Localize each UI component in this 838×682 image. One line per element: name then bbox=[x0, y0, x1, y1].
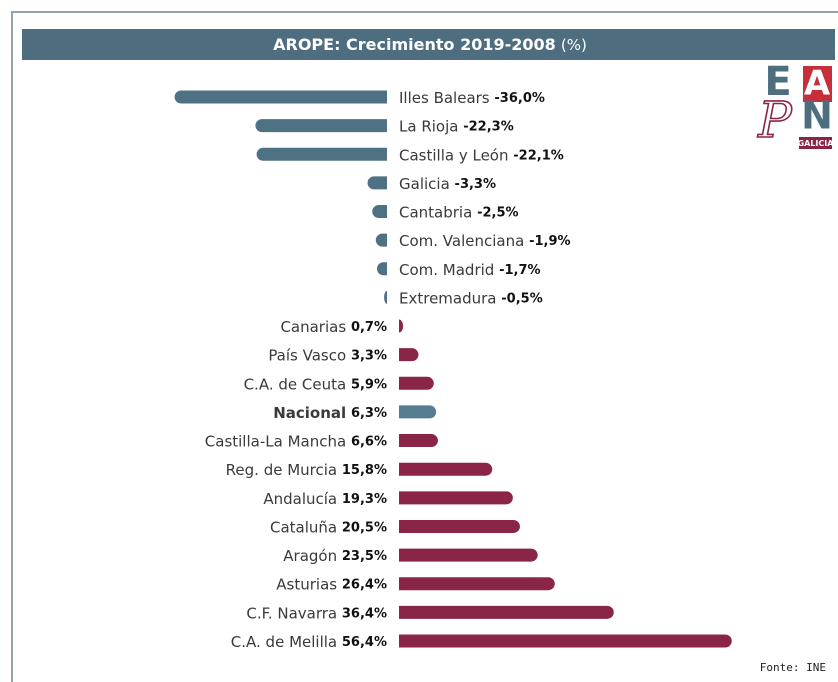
bar-label: Nacional 6,3% bbox=[273, 403, 387, 421]
bar-label: Extremadura -0,5% bbox=[399, 289, 543, 307]
bar-label: Cantabria -2,5% bbox=[399, 203, 519, 221]
category-label: Reg. de Murcia bbox=[226, 461, 337, 479]
bar bbox=[255, 119, 387, 133]
category-label: La Rioja bbox=[399, 117, 458, 135]
value-label: -1,9% bbox=[529, 234, 570, 249]
bar-label: País Vasco 3,3% bbox=[268, 346, 387, 364]
bar bbox=[399, 348, 419, 362]
value-label: 56,4% bbox=[342, 634, 387, 649]
logo-sub: GALICIA bbox=[798, 139, 835, 148]
bar-label: Andalucía 19,3% bbox=[263, 489, 387, 507]
value-label: 36,4% bbox=[342, 606, 387, 621]
category-label: Com. Valenciana bbox=[399, 232, 524, 250]
bar-label: Com. Valenciana -1,9% bbox=[399, 232, 571, 250]
category-label: C.A. de Melilla bbox=[231, 632, 337, 650]
bar bbox=[399, 519, 520, 533]
value-label: 5,9% bbox=[351, 377, 387, 392]
bar-label: Castilla-La Mancha 6,6% bbox=[205, 432, 387, 450]
bar bbox=[399, 376, 434, 390]
logo-letter: N bbox=[801, 94, 833, 138]
category-label: Castilla-La Mancha bbox=[205, 432, 346, 450]
logo: E A P N GALICIA bbox=[756, 59, 835, 150]
bar bbox=[399, 462, 493, 476]
value-label: 26,4% bbox=[342, 577, 387, 592]
value-label: -1,7% bbox=[499, 262, 540, 277]
bar-label: Asturias 26,4% bbox=[276, 575, 387, 593]
bar bbox=[399, 491, 513, 505]
bar bbox=[376, 262, 387, 276]
bar bbox=[256, 147, 387, 161]
category-label: Nacional bbox=[273, 403, 346, 421]
bar bbox=[399, 434, 438, 448]
value-label: 3,3% bbox=[351, 348, 387, 363]
bar bbox=[384, 290, 387, 304]
bar-label: Canarias 0,7% bbox=[280, 318, 387, 336]
title-unit: (%) bbox=[561, 36, 587, 54]
value-label: -36,0% bbox=[494, 91, 545, 106]
value-label: 15,8% bbox=[342, 463, 387, 478]
bar bbox=[399, 634, 732, 648]
category-label: Cantabria bbox=[399, 203, 472, 221]
value-label: 23,5% bbox=[342, 549, 387, 564]
value-label: -2,5% bbox=[477, 205, 518, 220]
bar bbox=[399, 605, 614, 619]
value-label: 6,3% bbox=[351, 405, 387, 420]
bar-label: Illes Balears -36,0% bbox=[399, 89, 545, 107]
logo-letter: E bbox=[764, 59, 791, 105]
bar-label: C.A. de Melilla 56,4% bbox=[231, 632, 387, 650]
category-label: Aragón bbox=[283, 547, 337, 565]
category-label: Canarias bbox=[280, 318, 346, 336]
category-label: Castilla y León bbox=[399, 146, 508, 164]
logo-letter: P bbox=[757, 91, 793, 149]
category-label: País Vasco bbox=[268, 346, 346, 364]
value-label: 19,3% bbox=[342, 491, 387, 506]
category-label: C.A. de Ceuta bbox=[244, 375, 347, 393]
title-text: AROPE: Crecimiento 2019-2008 bbox=[273, 35, 556, 54]
logo-box bbox=[803, 66, 832, 102]
category-label: C.F. Navarra bbox=[246, 604, 337, 622]
bar bbox=[399, 405, 437, 419]
category-label: Galicia bbox=[399, 174, 450, 192]
value-label: 20,5% bbox=[342, 520, 387, 535]
category-label: Illes Balears bbox=[399, 89, 490, 107]
logo-letter: A bbox=[804, 64, 831, 104]
bar bbox=[174, 90, 387, 104]
category-label: Extremadura bbox=[399, 289, 497, 307]
value-label: -22,3% bbox=[463, 119, 514, 134]
chart-title: AROPE: Crecimiento 2019-2008 (%) bbox=[273, 35, 587, 54]
bar-label: Reg. de Murcia 15,8% bbox=[226, 461, 387, 479]
value-label: -0,5% bbox=[501, 291, 542, 306]
frame bbox=[11, 11, 838, 682]
source: Fonte: INE bbox=[760, 661, 826, 674]
bar-label: C.F. Navarra 36,4% bbox=[246, 604, 387, 622]
value-label: 0,7% bbox=[351, 320, 387, 335]
bar bbox=[399, 319, 404, 333]
bar-label: Castilla y León -22,1% bbox=[399, 146, 564, 164]
bar-label: La Rioja -22,3% bbox=[399, 117, 514, 135]
value-label: -3,3% bbox=[455, 176, 496, 191]
bar-label: C.A. de Ceuta 5,9% bbox=[244, 375, 387, 393]
bar bbox=[367, 176, 387, 190]
bar bbox=[375, 233, 387, 247]
logo-sub-box bbox=[799, 137, 832, 149]
category-label: Cataluña bbox=[270, 518, 337, 536]
category-label: Asturias bbox=[276, 575, 337, 593]
bar-label: Galicia -3,3% bbox=[399, 174, 496, 192]
bar bbox=[399, 577, 555, 591]
bar-label: Aragón 23,5% bbox=[283, 547, 387, 565]
bar-label: Com. Madrid -1,7% bbox=[399, 260, 541, 278]
bar bbox=[372, 205, 387, 219]
value-label: 6,6% bbox=[351, 434, 387, 449]
category-label: Andalucía bbox=[263, 489, 337, 507]
category-label: Com. Madrid bbox=[399, 260, 494, 278]
bar-label: Cataluña 20,5% bbox=[270, 518, 387, 536]
bar bbox=[399, 548, 538, 562]
value-label: -22,1% bbox=[513, 148, 564, 163]
title-band bbox=[22, 29, 835, 60]
